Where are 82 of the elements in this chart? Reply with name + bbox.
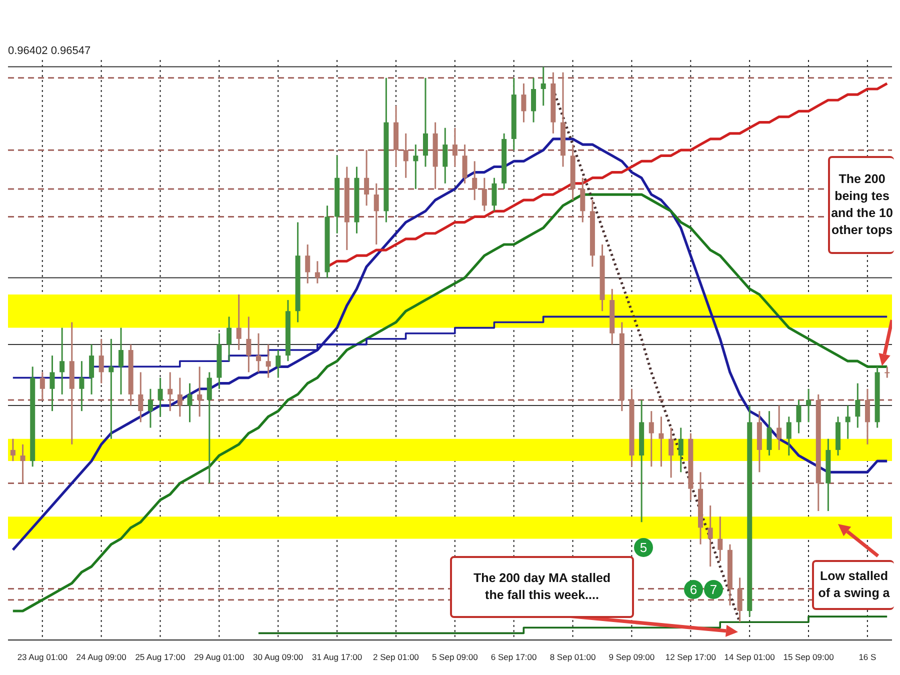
candlestick — [20, 444, 26, 484]
candlestick — [168, 371, 173, 412]
candlestick — [472, 160, 478, 201]
callout-box: The 200 being tes and the 10 other tops — [828, 156, 894, 254]
candlestick — [678, 426, 684, 473]
badge: 7 — [704, 580, 723, 599]
candlestick — [413, 144, 418, 190]
candlestick — [403, 132, 408, 179]
candlestick — [158, 377, 163, 418]
candlestick — [845, 404, 850, 440]
x-tick-label: 16 S — [858, 652, 877, 662]
x-tick-label: 30 Aug 09:00 — [253, 652, 304, 662]
candlestick — [266, 344, 271, 379]
callout-box: The 200 day MA stalled the fall this week.... — [450, 556, 634, 618]
candlestick — [177, 377, 182, 418]
candlestick — [256, 332, 262, 373]
candlestick — [364, 149, 370, 206]
candlestick — [422, 77, 428, 168]
x-tick-label: 12 Sep 17:00 — [665, 652, 716, 662]
candlestick — [138, 371, 144, 423]
candlestick — [148, 388, 153, 428]
candlestick — [766, 410, 772, 456]
x-tick-label: 6 Sep 17:00 — [490, 652, 538, 662]
callout-box: Low stalled of a swing a — [812, 560, 894, 610]
candlestick — [187, 382, 192, 423]
annotation: The 200 day MA stalled the fall this week.... — [473, 570, 611, 604]
candlestick — [796, 399, 802, 434]
x-tick-label: 31 Aug 17:00 — [312, 652, 362, 662]
candlestick — [89, 344, 94, 396]
candlestick — [521, 82, 526, 124]
candlestick — [40, 371, 45, 401]
x-tick-label: 5 Sep 09:00 — [432, 652, 478, 662]
candlestick — [580, 177, 586, 224]
candlestick — [648, 410, 654, 468]
candlestick — [79, 360, 84, 412]
x-tick-label: 8 Sep 01:00 — [550, 652, 596, 662]
badge: 6 — [684, 580, 703, 599]
x-tick-label: 25 Aug 17:00 — [135, 652, 186, 662]
x-tick-label: 15 Sep 09:00 — [783, 652, 834, 662]
candlestick — [864, 388, 870, 446]
candlestick — [305, 244, 310, 284]
candlestick — [314, 260, 320, 284]
candlestick — [236, 294, 242, 351]
candlestick — [492, 177, 497, 212]
x-tick-label: 24 Aug 09:00 — [76, 652, 127, 662]
candlestick — [462, 144, 468, 184]
candlestick — [531, 77, 536, 124]
candlestick — [197, 366, 202, 418]
candlestick — [452, 127, 458, 168]
candlestick — [708, 504, 713, 568]
candlestick — [786, 416, 792, 456]
candlestick — [374, 182, 379, 246]
candlestick — [226, 316, 232, 362]
x-tick-label: 9 Sep 09:00 — [608, 652, 655, 662]
candlestick — [118, 327, 124, 396]
candlestick — [482, 177, 487, 212]
candlestick — [776, 404, 782, 451]
x-tick-label: 23 Aug 01:00 — [17, 652, 68, 662]
candlestick — [718, 516, 723, 562]
candlestick — [442, 127, 448, 184]
candlestick — [60, 327, 65, 396]
candlestick — [806, 388, 812, 423]
candlestick — [108, 338, 114, 440]
candlestick — [50, 354, 55, 412]
candlestick — [855, 382, 860, 428]
candlestick — [540, 66, 546, 106]
x-tick-label: 2 Sep 01:00 — [373, 652, 420, 662]
badge: 5 — [634, 538, 653, 557]
annotation: The 200 being tes and the 10 other tops — [831, 171, 893, 239]
annotation: Low stalled of a swing a — [818, 568, 890, 602]
candlestick — [668, 426, 674, 478]
candlestick — [276, 349, 281, 379]
candlestick — [658, 416, 664, 468]
candlestick — [206, 371, 212, 484]
candlestick — [98, 338, 104, 384]
text: 0.96402 0.96547 — [8, 45, 91, 57]
candlestick — [10, 438, 16, 462]
candlestick — [737, 576, 742, 623]
candlestick — [246, 316, 252, 373]
x-tick-label: 29 Aug 01:00 — [194, 652, 244, 662]
candlestick — [884, 366, 890, 379]
x-tick-label: 14 Sep 01:00 — [724, 652, 776, 662]
